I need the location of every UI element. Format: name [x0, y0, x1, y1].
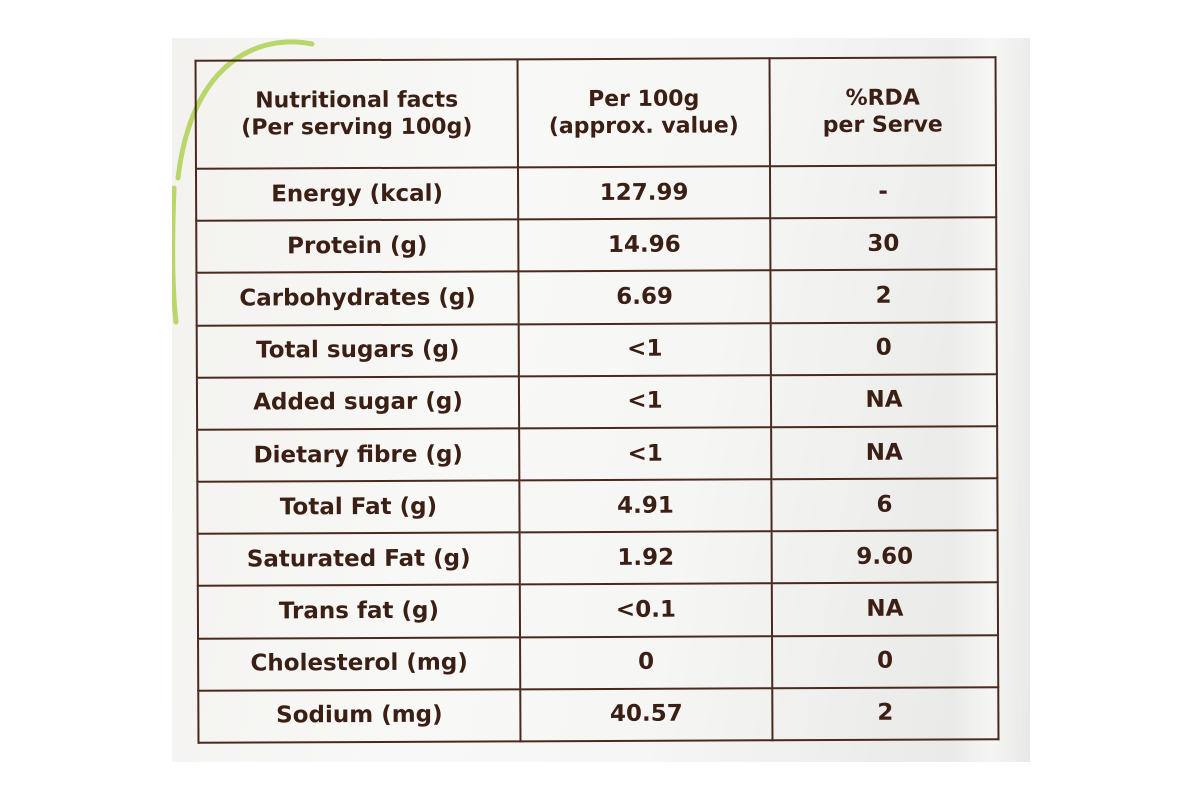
header-nutrient-line1: Nutritional facts — [255, 87, 459, 113]
header-rda: %RDA per Serve — [769, 57, 996, 167]
light-glare — [952, 38, 1030, 762]
table-row: Dietary fibre (g) <1 NA — [197, 426, 998, 482]
nutrient-value: 0 — [520, 635, 773, 690]
header-nutrient-line2: (Per serving 100g) — [241, 114, 473, 141]
table-row: Protein (g) 14.96 30 — [196, 217, 997, 274]
nutrient-name: Trans fat (g) — [197, 584, 521, 639]
nutrient-rda: NA — [771, 582, 999, 636]
nutrient-value: <1 — [518, 374, 772, 429]
nutrient-rda: - — [769, 165, 997, 219]
nutrient-rda: 0 — [770, 321, 997, 375]
header-per-100g: Per 100g (approx. value) — [517, 58, 770, 168]
leaf-decoration — [172, 39, 315, 325]
header-nutrient: Nutritional facts (Per serving 100g) — [195, 59, 518, 169]
nutrient-value: 14.96 — [518, 218, 771, 272]
nutrient-rda: 6 — [771, 478, 998, 532]
nutrient-rda: 0 — [772, 634, 999, 688]
nutrient-rda: 2 — [770, 269, 997, 323]
table-row: Trans fat (g) <0.1 NA — [197, 582, 999, 639]
nutrient-value: 40.57 — [520, 687, 773, 742]
table-row: Energy (kcal) 127.99 - — [195, 165, 997, 221]
table-row: Saturated Fat (g) 1.92 9.60 — [197, 530, 998, 587]
table-row: Carbohydrates (g) 6.69 2 — [196, 269, 997, 326]
nutrient-value: 6.69 — [518, 270, 771, 324]
nutrient-name: Cholesterol (mg) — [198, 636, 521, 691]
nutrition-table: Nutritional facts (Per serving 100g) Per… — [195, 56, 1000, 743]
nutrient-rda: 30 — [770, 217, 997, 271]
table-row: Total sugars (g) <1 0 — [196, 321, 997, 378]
nutrient-name: Protein (g) — [196, 219, 519, 274]
nutrient-value: 127.99 — [517, 166, 771, 220]
nutrient-name: Total Fat (g) — [197, 480, 520, 534]
nutrient-name: Dietary fibre (g) — [197, 428, 520, 482]
nutrient-name: Energy (kcal) — [195, 167, 519, 221]
package-surface — [172, 38, 1030, 762]
nutrient-name: Added sugar (g) — [196, 376, 520, 430]
nutrient-value: <0.1 — [519, 583, 773, 637]
header-per-100g-line1: Per 100g — [588, 86, 700, 112]
table-row: Cholesterol (mg) 0 0 — [198, 634, 999, 691]
nutrient-value: <1 — [519, 427, 772, 481]
nutrient-name: Saturated Fat (g) — [197, 532, 520, 587]
table-row: Total Fat (g) 4.91 6 — [197, 478, 998, 534]
nutrient-value: <1 — [518, 322, 771, 377]
nutrient-name: Carbohydrates (g) — [196, 271, 519, 326]
nutrient-name: Total sugars (g) — [196, 323, 519, 378]
nutrient-rda: NA — [770, 373, 998, 428]
nutrient-rda: NA — [771, 426, 998, 480]
nutrient-rda: 9.60 — [771, 530, 998, 584]
table-header-row: Nutritional facts (Per serving 100g) Per… — [195, 57, 996, 169]
nutrient-value: 1.92 — [519, 531, 772, 585]
nutrient-name: Sodium (mg) — [198, 689, 521, 743]
nutrient-value: 4.91 — [519, 479, 772, 533]
header-rda-line1: %RDA — [845, 85, 920, 111]
table-row: Added sugar (g) <1 NA — [196, 373, 998, 430]
header-per-100g-line2: (approx. value) — [548, 113, 739, 140]
header-rda-line2: per Serve — [822, 112, 943, 139]
nutrient-rda: 2 — [772, 686, 999, 741]
table-row: Sodium (mg) 40.57 2 — [198, 686, 999, 743]
